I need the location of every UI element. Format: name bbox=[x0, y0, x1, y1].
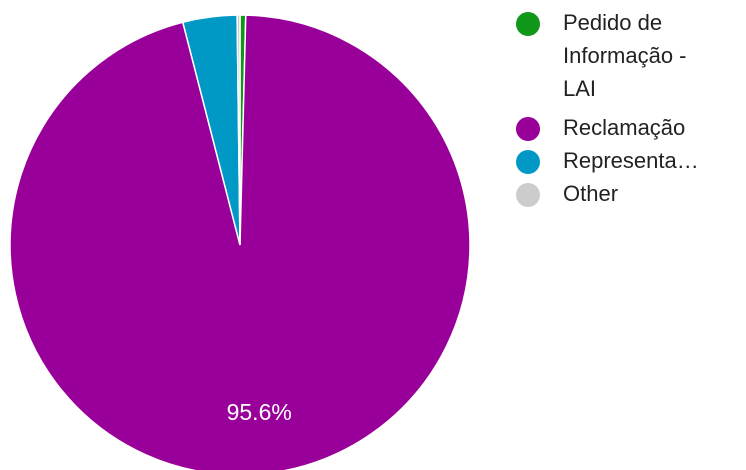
legend-marker-icon bbox=[516, 12, 540, 36]
legend-label: Other bbox=[563, 181, 618, 206]
legend-item[interactable]: Representa… bbox=[516, 148, 699, 174]
legend-marker-icon bbox=[516, 117, 540, 141]
legend-label: LAI bbox=[563, 76, 596, 101]
legend: Pedido de Informação - LAI Reclamação Repres… bbox=[516, 10, 699, 207]
legend-label: Pedido de bbox=[563, 10, 662, 35]
legend-item[interactable]: Reclamação bbox=[516, 115, 685, 141]
legend-label: Reclamação bbox=[563, 115, 685, 140]
pie-slices bbox=[9, 14, 471, 470]
legend-label: Informação - bbox=[563, 43, 687, 68]
pie-slice-other[interactable] bbox=[236, 14, 241, 246]
legend-item[interactable]: Other bbox=[516, 181, 618, 207]
pie-data-label: 95.6% bbox=[227, 399, 292, 425]
legend-label: Representa… bbox=[563, 148, 699, 173]
pie-data-labels: 95.6% bbox=[227, 399, 292, 425]
legend-marker-icon bbox=[516, 183, 540, 207]
pie-slice-reclamacao[interactable] bbox=[9, 14, 471, 470]
legend-item[interactable]: Pedido de Informação - LAI bbox=[516, 10, 687, 101]
legend-marker-icon bbox=[516, 150, 540, 174]
